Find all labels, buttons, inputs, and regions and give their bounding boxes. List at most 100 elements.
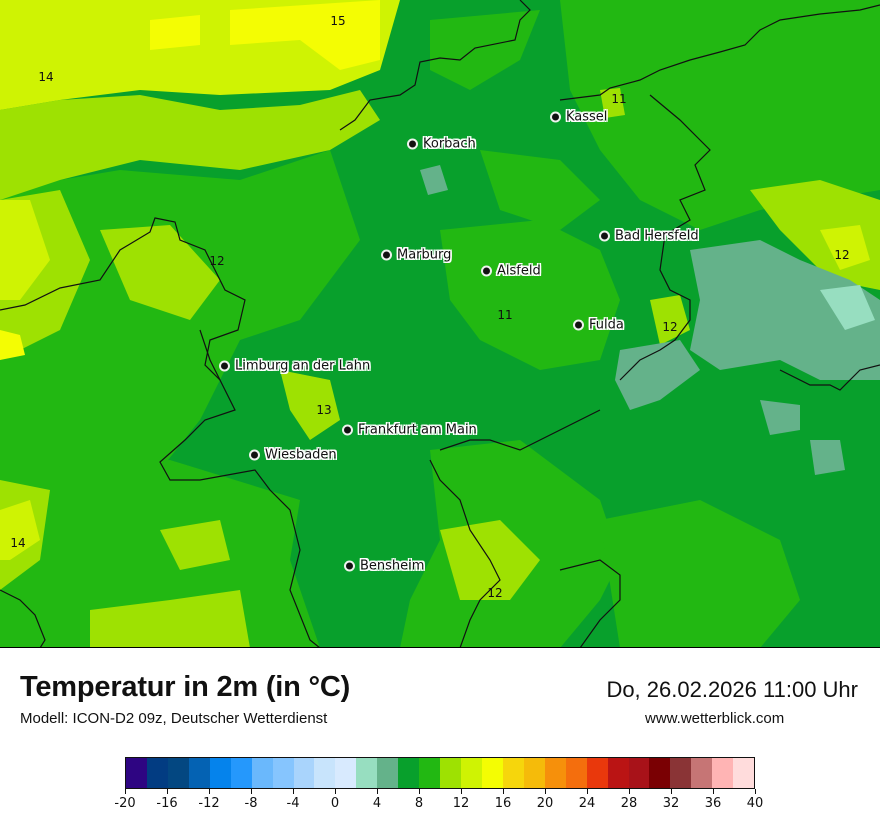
colorbar-segment (502, 758, 524, 788)
colorbar-tick-label: 4 (372, 796, 382, 811)
colorbar-tick (208, 789, 210, 794)
colorbar-segment (607, 758, 629, 788)
city-label: Wiesbaden (265, 447, 337, 463)
colorbar-segment (461, 758, 482, 788)
colorbar-tick-label: 12 (452, 796, 470, 811)
colorbar-segment (419, 758, 441, 788)
colorbar-tick-label: 16 (494, 796, 512, 811)
colorbar-segment (733, 758, 755, 788)
colorbar-segment (167, 758, 189, 788)
colorbar-tick (418, 789, 420, 794)
city-label: Bad Hersfeld (615, 228, 699, 244)
city-dot-icon (573, 319, 584, 331)
city-marker-bad-hersfeld[interactable]: Bad Hersfeld (599, 229, 699, 244)
colorbar-segment (712, 758, 734, 788)
city-label: Limburg an der Lahn (235, 358, 371, 374)
city-marker-korbach[interactable]: Korbach (407, 137, 476, 152)
contour-label: 11 (497, 308, 513, 322)
city-marker-alsfeld[interactable]: Alsfeld (481, 264, 541, 279)
colorbar-tick-label: 36 (704, 796, 722, 811)
city-dot-icon (342, 424, 353, 436)
colorbar-tick (502, 789, 504, 794)
city-marker-wiesbaden[interactable]: Wiesbaden (249, 448, 337, 463)
colorbar-tick (166, 789, 168, 794)
city-label: Korbach (423, 136, 476, 152)
colorbar-tick-label: 0 (330, 796, 340, 811)
colorbar-tick (376, 789, 378, 794)
city-marker-frankfurt[interactable]: Frankfurt am Main (342, 423, 477, 438)
colorbar-tick-label: -16 (156, 796, 178, 811)
colorbar-segment (293, 758, 315, 788)
colorbar-segment (628, 758, 650, 788)
contour-label: 13 (316, 403, 332, 417)
city-label: Bensheim (360, 558, 425, 574)
colorbar-tick (334, 789, 336, 794)
colorbar-segment (251, 758, 273, 788)
contour-label: 12 (662, 320, 678, 334)
colorbar-segment (481, 758, 503, 788)
colorbar-segment (523, 758, 545, 788)
colorbar-segment (398, 758, 420, 788)
colorbar-tick (544, 789, 546, 794)
temperature-map[interactable]: Kassel Korbach Bad Hersfeld Marburg Alsf… (0, 0, 880, 648)
colorbar-segment (126, 758, 147, 788)
city-label: Alsfeld (497, 263, 541, 279)
city-label: Frankfurt am Main (358, 422, 477, 438)
colorbar-tick (586, 789, 588, 794)
colorbar-tick-label: 28 (620, 796, 638, 811)
contour-label: 11 (611, 92, 627, 106)
city-dot-icon (249, 449, 260, 461)
colorbar-segment (440, 758, 461, 788)
colorbar-segment (356, 758, 378, 788)
colorbar-tick-label: 8 (414, 796, 424, 811)
contour-label: 14 (10, 536, 26, 550)
city-dot-icon (344, 560, 355, 572)
colorbar-segment (544, 758, 566, 788)
colorbar-tick (712, 789, 714, 794)
colorbar-tick-label: -12 (198, 796, 220, 811)
valid-datetime: Do, 26.02.2026 11:00 Uhr (606, 677, 858, 702)
colorbar-segment (586, 758, 608, 788)
colorbar-segment (335, 758, 357, 788)
city-dot-icon (481, 265, 492, 277)
map-title: Temperatur in 2m (in °C) (20, 671, 351, 703)
colorbar-tick-label: 20 (536, 796, 554, 811)
colorbar-segment (649, 758, 671, 788)
city-marker-limburg[interactable]: Limburg an der Lahn (219, 359, 370, 374)
city-marker-kassel[interactable]: Kassel (550, 110, 607, 125)
city-dot-icon (381, 249, 392, 261)
colorbar-segment (377, 758, 399, 788)
colorbar-tick-label: -8 (244, 796, 258, 811)
colorbar-tick (460, 789, 462, 794)
colorbar-tick-label: 24 (578, 796, 596, 811)
colorbar-segment (565, 758, 587, 788)
colorbar-tick (292, 789, 294, 794)
colorbar-segment (146, 758, 168, 788)
contour-label: 15 (330, 14, 346, 28)
colorbar-tick (250, 789, 252, 794)
temperature-field (0, 0, 880, 647)
colorbar-ticks: -20 -16 -12 -8 -4 0 4 8 12 16 20 24 28 32 36 40 (114, 789, 763, 819)
city-marker-bensheim[interactable]: Bensheim (344, 559, 424, 574)
city-marker-marburg[interactable]: Marburg (381, 248, 451, 263)
colorbar-segment (230, 758, 252, 788)
city-marker-fulda[interactable]: Fulda (573, 318, 624, 333)
colorbar-segment (670, 758, 692, 788)
contour-label: 14 (38, 70, 54, 84)
city-dot-icon (407, 138, 418, 150)
colorbar-segment (691, 758, 713, 788)
colorbar-segment (272, 758, 294, 788)
colorbar-tick-label: -20 (114, 796, 136, 811)
website-link[interactable]: www.wetterblick.com (645, 710, 785, 727)
city-label: Kassel (566, 109, 608, 125)
city-dot-icon (599, 230, 610, 242)
contour-label: 12 (209, 254, 225, 268)
colorbar-tick (124, 789, 126, 794)
colorbar-tick (754, 789, 756, 794)
colorbar-tick-label: 40 (746, 796, 764, 811)
colorbar-segment (314, 758, 336, 788)
contour-label: 12 (487, 586, 503, 600)
model-subtitle: Modell: ICON-D2 09z, Deutscher Wetterdie… (20, 710, 328, 727)
city-label: Fulda (589, 317, 624, 333)
colorbar-segment (209, 758, 231, 788)
